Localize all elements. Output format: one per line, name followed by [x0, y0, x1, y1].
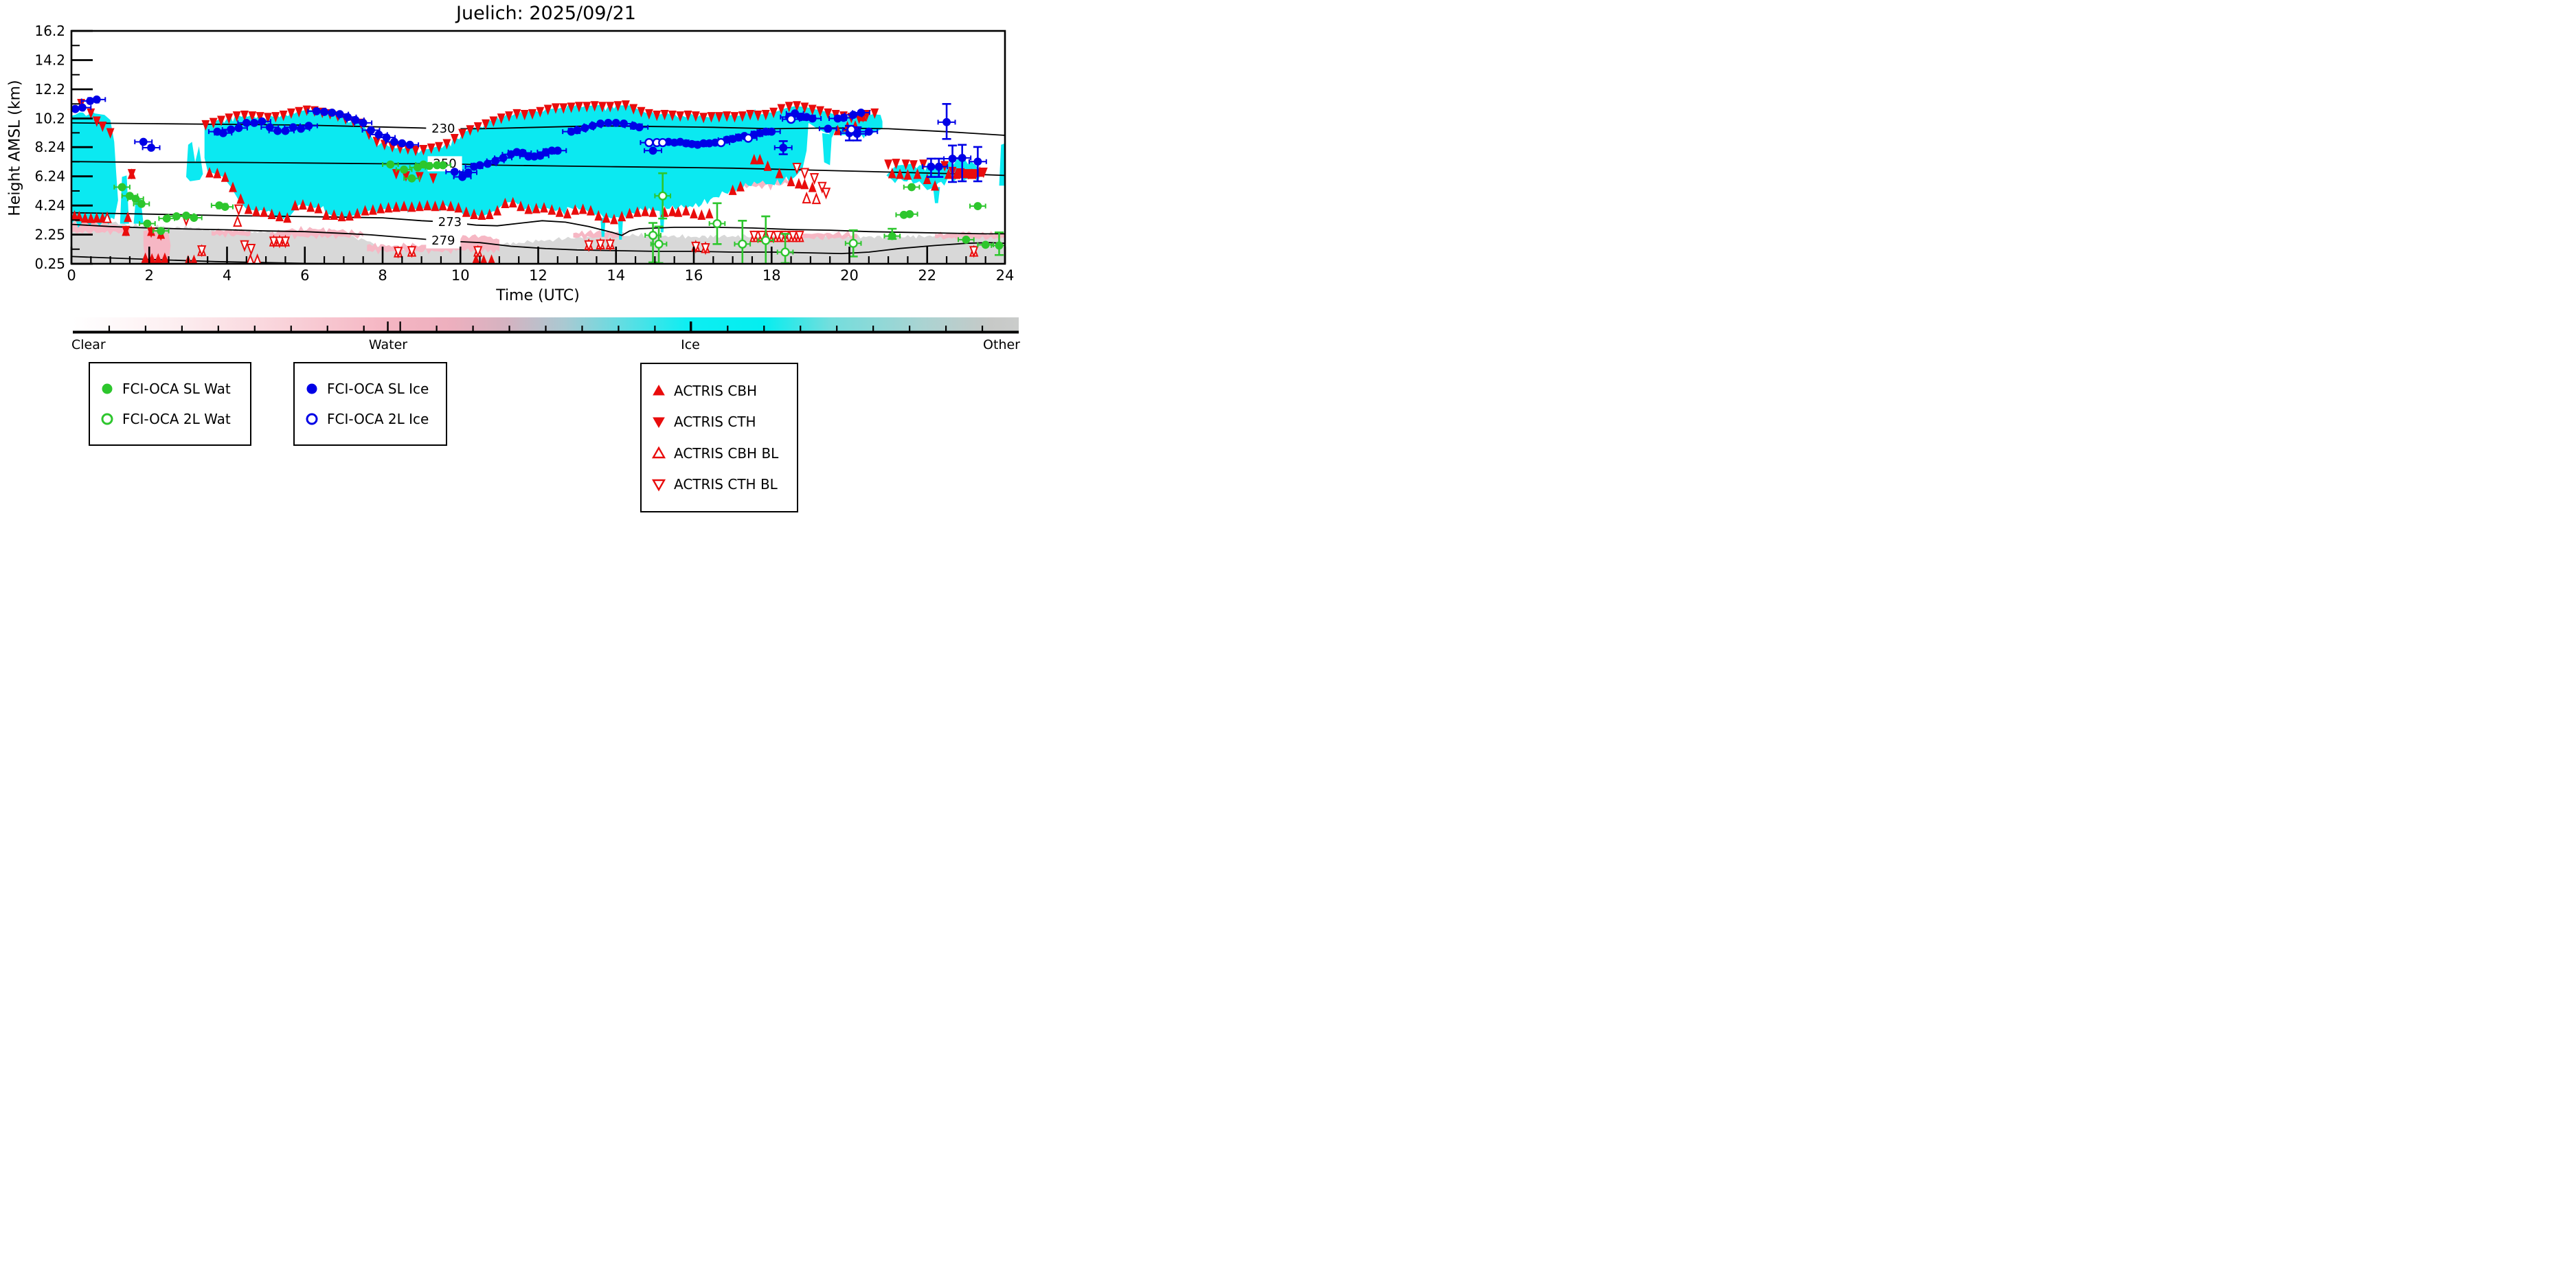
legend-entry-label: FCI-OCA 2L Wat — [122, 410, 231, 427]
y-tick-label: 4.24 — [34, 197, 65, 214]
colorbar-gradient — [73, 317, 1019, 331]
x-tick-label: 8 — [378, 267, 387, 284]
region-water-6 — [456, 234, 499, 254]
legend-marker-triangle-down-open — [651, 479, 666, 492]
legend-fci-oca-ice: FCI-OCA SL Ice FCI-OCA 2L Ice — [293, 362, 447, 446]
plot-canvas: 2302502732790246810121416182022240.252.2… — [34, 23, 1019, 334]
legend-entry-actris-cth: ACTRIS CTH — [650, 414, 789, 430]
y-tick-label: 8.24 — [34, 139, 65, 155]
axis-ticks — [70, 30, 1006, 265]
region-water-3 — [211, 228, 251, 238]
x-tick-label: 22 — [918, 267, 936, 284]
legend-entry-fci-oca-sl-wat: FCI-OCA SL Wat — [98, 381, 242, 397]
colorbar — [73, 317, 1019, 334]
x-tick-label: 14 — [607, 267, 625, 284]
legend-marker-triangle-down-filled — [653, 417, 665, 429]
legend-marker-circle-open — [306, 413, 318, 425]
region-ice-20 — [886, 158, 982, 190]
series-actris-cth — [77, 99, 988, 241]
y-tick-label: 10.2 — [34, 111, 65, 127]
colorbar-label-clear: Clear — [71, 337, 106, 352]
y-tick-label: 0.25 — [34, 256, 65, 272]
legend-marker-circle-open — [101, 413, 113, 425]
legend-entry-actris-cth-bl: ACTRIS CTH BL — [650, 476, 789, 493]
region-water-9 — [935, 231, 1005, 240]
region-ice-15 — [204, 102, 883, 220]
contour-label-273: 273 — [438, 215, 462, 229]
legend-entry-fci-oca-2l-ice: FCI-OCA 2L Ice — [303, 411, 438, 427]
colorbar-label-water: Water — [368, 337, 408, 352]
x-tick-label: 16 — [685, 267, 703, 284]
x-tick-label: 18 — [762, 267, 781, 284]
legend-entry-label: ACTRIS CBH BL — [674, 444, 779, 462]
x-tick-label: 12 — [529, 267, 547, 284]
colorbar-label-ice: Ice — [681, 337, 700, 352]
contour-label-230: 230 — [431, 122, 455, 136]
legend-fci-oca-wat: FCI-OCA SL Wat FCI-OCA 2L Wat — [89, 362, 251, 446]
x-axis-label: Time (UTC) — [496, 287, 580, 304]
legend-entry-fci-oca-2l-wat: FCI-OCA 2L Wat — [98, 411, 242, 427]
x-tick-label: 24 — [996, 267, 1015, 284]
legend-entry-label: ACTRIS CBH — [674, 383, 758, 400]
region-water-8 — [802, 231, 857, 240]
series-actris-cbh — [71, 111, 984, 264]
colorbar-label-other: Other — [983, 337, 1020, 352]
region-ice-19 — [822, 133, 832, 166]
x-tick-label: 2 — [145, 267, 154, 284]
series-fci-oca-sl-wat — [113, 160, 1005, 256]
region-ice-11 — [72, 111, 118, 228]
legend-entry-label: ACTRIS CTH BL — [674, 475, 778, 493]
legend-entry-label: FCI-OCA 2L Ice — [327, 410, 429, 427]
legend-marker-triangle-up-filled — [653, 385, 665, 396]
legend-entry-label: ACTRIS CTH — [674, 414, 756, 431]
x-tick-label: 0 — [67, 267, 76, 284]
legend-entry-fci-oca-sl-ice: FCI-OCA SL Ice — [303, 381, 438, 397]
figure: 2302502732790246810121416182022240.252.2… — [0, 0, 1030, 515]
legend-entry-label: FCI-OCA SL Wat — [122, 381, 231, 398]
legend-marker-circle-filled — [102, 383, 113, 394]
x-tick-label: 20 — [840, 267, 859, 284]
legend-marker-triangle-up-open — [651, 446, 666, 458]
contour-250 — [71, 161, 1005, 177]
chart-title: Juelich: 2025/09/21 — [456, 3, 636, 24]
contour-label-279: 279 — [431, 234, 455, 248]
y-tick-label: 14.2 — [34, 52, 65, 69]
region-ice-21 — [933, 187, 940, 203]
series-fci-oca-2l-wat — [644, 172, 862, 264]
contour-label-bg — [426, 121, 461, 137]
legend-entry-actris-cbh-bl: ACTRIS CBH BL — [650, 445, 789, 462]
legend-entry-actris-cbh: ACTRIS CBH — [650, 383, 789, 399]
legend-actris: ACTRIS CBH ACTRIS CTH ACTRIS CBH BL ACTRIS … — [640, 363, 798, 512]
contour-label-bg — [426, 233, 461, 249]
y-tick-label: 12.2 — [34, 81, 65, 98]
region-ice-14 — [186, 142, 203, 181]
x-tick-label: 10 — [451, 267, 470, 284]
tick-labels: 0 2 4 6 8 10 12 14 16 18 20 22 240.252.254.246.248.2… — [34, 23, 1014, 284]
y-tick-label: 6.24 — [34, 168, 65, 185]
plot-data-layer: 230250273279 — [71, 95, 1005, 264]
y-tick-label: 16.2 — [34, 23, 65, 39]
y-axis-label: Height AMSL (km) — [6, 80, 24, 216]
series-fci-oca-sl-ice — [71, 95, 987, 183]
x-tick-label: 6 — [300, 267, 309, 284]
contour-273 — [71, 212, 1005, 236]
y-tick-label: 2.25 — [34, 226, 65, 242]
legend-marker-circle-filled — [306, 383, 317, 394]
series-fci-oca-2l-ice — [640, 114, 861, 148]
legend-entry-label: FCI-OCA SL Ice — [327, 381, 429, 398]
contour-279 — [71, 223, 1005, 255]
contour-label-bg — [432, 214, 467, 230]
x-tick-label: 4 — [223, 267, 231, 284]
